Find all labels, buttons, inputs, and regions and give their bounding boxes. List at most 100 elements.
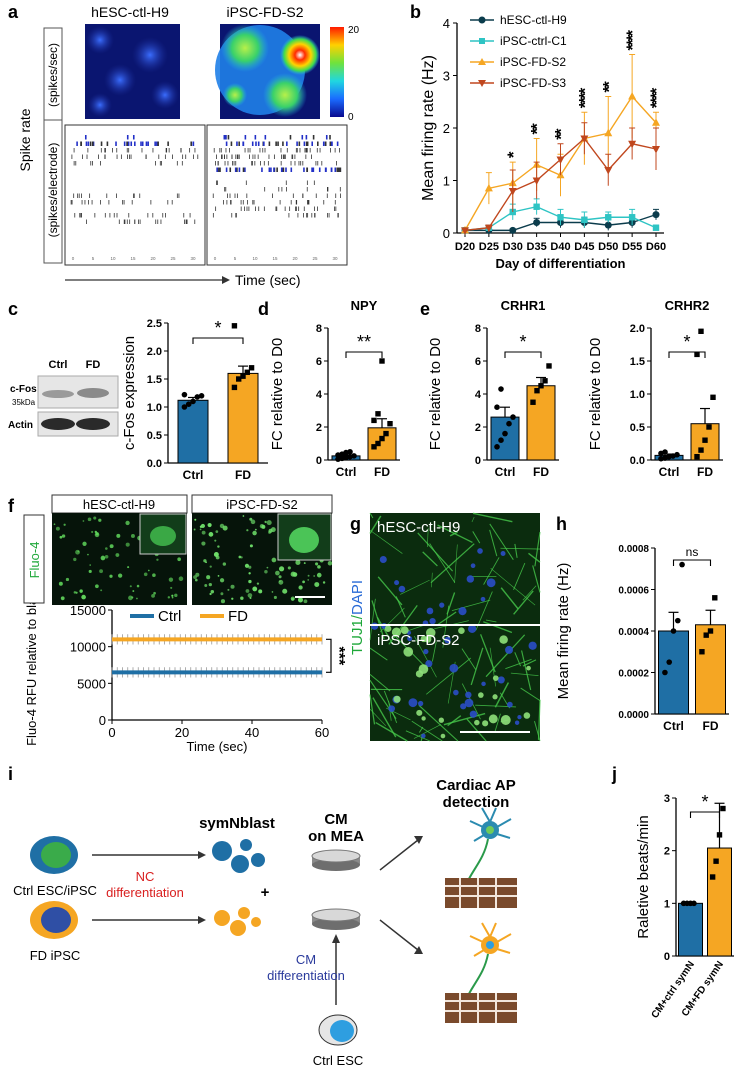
y-axis-label: Mean firing rate (Hz): [420, 55, 437, 201]
y-tick-label: 0.0000: [618, 710, 649, 721]
neurite: [418, 726, 424, 733]
i-cmdiff-1: CM: [296, 952, 316, 967]
fluo-dot: [75, 549, 80, 555]
x-tick-label: Ctrl: [495, 465, 516, 479]
data-point: [371, 417, 377, 424]
y-tick-label: 1.0: [147, 402, 162, 414]
fluo-dot: [271, 591, 274, 593]
fluo-dot: [143, 572, 148, 577]
fluo-dot: [209, 592, 212, 596]
i-plus: +: [261, 884, 270, 901]
i-cm-2: on MEA: [308, 828, 364, 845]
panel-i-schematic: Ctrl ESC/iPSC FD iPSC NC differentiation…: [13, 777, 517, 1068]
data-point: [181, 391, 188, 398]
y-tick-label: 0.0002: [618, 669, 649, 680]
fluo-dot: [115, 553, 120, 557]
data-point: [662, 669, 668, 676]
x-tick-label: D25: [479, 241, 499, 253]
fluo-dot: [219, 523, 225, 529]
data-point: [494, 444, 500, 450]
raster-ctl: [64, 124, 206, 266]
fluo-dot: [136, 584, 140, 588]
y-tick-label: 1: [443, 174, 450, 189]
cell-body: [482, 720, 489, 727]
fluo-dot: [290, 596, 295, 601]
data-point: [720, 805, 726, 812]
y-tick-label: 6: [316, 356, 322, 368]
fluo-dot: [109, 544, 114, 549]
a-ylabel-top: (spikes/sec): [46, 43, 60, 107]
fluo-dot: [240, 596, 244, 600]
raster-tick-label: 25: [312, 256, 318, 261]
cell-body: [391, 627, 402, 637]
cell-body: [478, 692, 484, 698]
y-tick-label: 8: [475, 323, 481, 335]
y-tick-label: 1.5: [147, 374, 162, 386]
fluo-dot: [264, 570, 268, 574]
data-point: [231, 323, 238, 329]
fluo-dot: [227, 588, 230, 591]
fluo-dot: [131, 596, 134, 599]
neurite: [430, 543, 475, 584]
legend-label: hESC-ctl-H9: [500, 13, 567, 27]
fluo-dot: [250, 519, 256, 525]
neurite: [490, 568, 536, 606]
fluo-dot: [59, 535, 63, 539]
dapi-nucleus: [500, 551, 506, 556]
fluo-dot: [264, 520, 267, 524]
cell-body: [488, 714, 498, 724]
neurite: [494, 682, 510, 708]
cell-body: [426, 627, 436, 638]
fluo-dot: [55, 526, 60, 531]
data-point: [542, 378, 548, 384]
chart-c-cfos: 0.0 0.5 1.0 1.5 2.0 2.5 c-Fos expression Ctrl FD…: [121, 318, 268, 482]
fluo-dot: [322, 581, 326, 584]
heatmap-title-fd: iPSC-FD-S2: [226, 4, 303, 20]
dapi-nucleus: [444, 636, 451, 644]
panel-letter-h: h: [556, 514, 567, 534]
fluo-dot: [266, 520, 272, 526]
dapi-nucleus: [417, 700, 424, 707]
neurite: [472, 512, 513, 523]
fluo-dot: [217, 545, 220, 548]
fluo-dot: [58, 581, 63, 586]
data-point: [604, 128, 613, 137]
y-tick-label: 8: [316, 323, 322, 335]
fluo-dot: [91, 530, 94, 534]
symnblast-ctrl-cells: [212, 839, 265, 873]
dapi-nucleus: [439, 602, 445, 608]
significance-stars: *: [504, 151, 523, 158]
fluo-dot: [297, 597, 304, 603]
legend-marker: [478, 58, 486, 65]
dapi-nucleus: [514, 720, 520, 725]
y-tick-label: 2.0: [147, 346, 162, 358]
panel-letter-j: j: [611, 764, 617, 784]
fluo-dot: [290, 571, 296, 577]
panel-f-images: hESC-ctl-H9 iPSC-FD-S2 Fluo-4: [23, 494, 333, 605]
dapi-nucleus: [486, 578, 496, 588]
cell-body: [492, 694, 498, 700]
data-point: [375, 440, 381, 447]
x-tick-label: Ctrl: [336, 465, 357, 479]
data-point: [712, 595, 718, 601]
dapi-nucleus: [477, 548, 483, 554]
neurite: [475, 591, 493, 631]
bar: [695, 624, 726, 715]
neurite: [454, 544, 458, 584]
fluo-dot: [258, 589, 263, 594]
neurite: [437, 524, 473, 544]
colorbar-min: 0: [348, 112, 354, 123]
fluo-dot: [116, 533, 121, 538]
raster-fd-spikes: [212, 135, 342, 218]
dapi-nucleus: [408, 698, 418, 708]
significance-stars: **: [552, 128, 571, 140]
g-stain-dapi: DAPI: [349, 580, 366, 615]
raster-tick-label: 5: [92, 256, 95, 261]
data-point: [628, 140, 637, 149]
fluo-dot: [278, 575, 282, 579]
neurite: [369, 598, 376, 641]
fluo-dot: [128, 595, 133, 601]
neurite: [466, 718, 487, 742]
y-tick-label: 0: [475, 455, 481, 467]
fluo-dot: [98, 518, 102, 522]
